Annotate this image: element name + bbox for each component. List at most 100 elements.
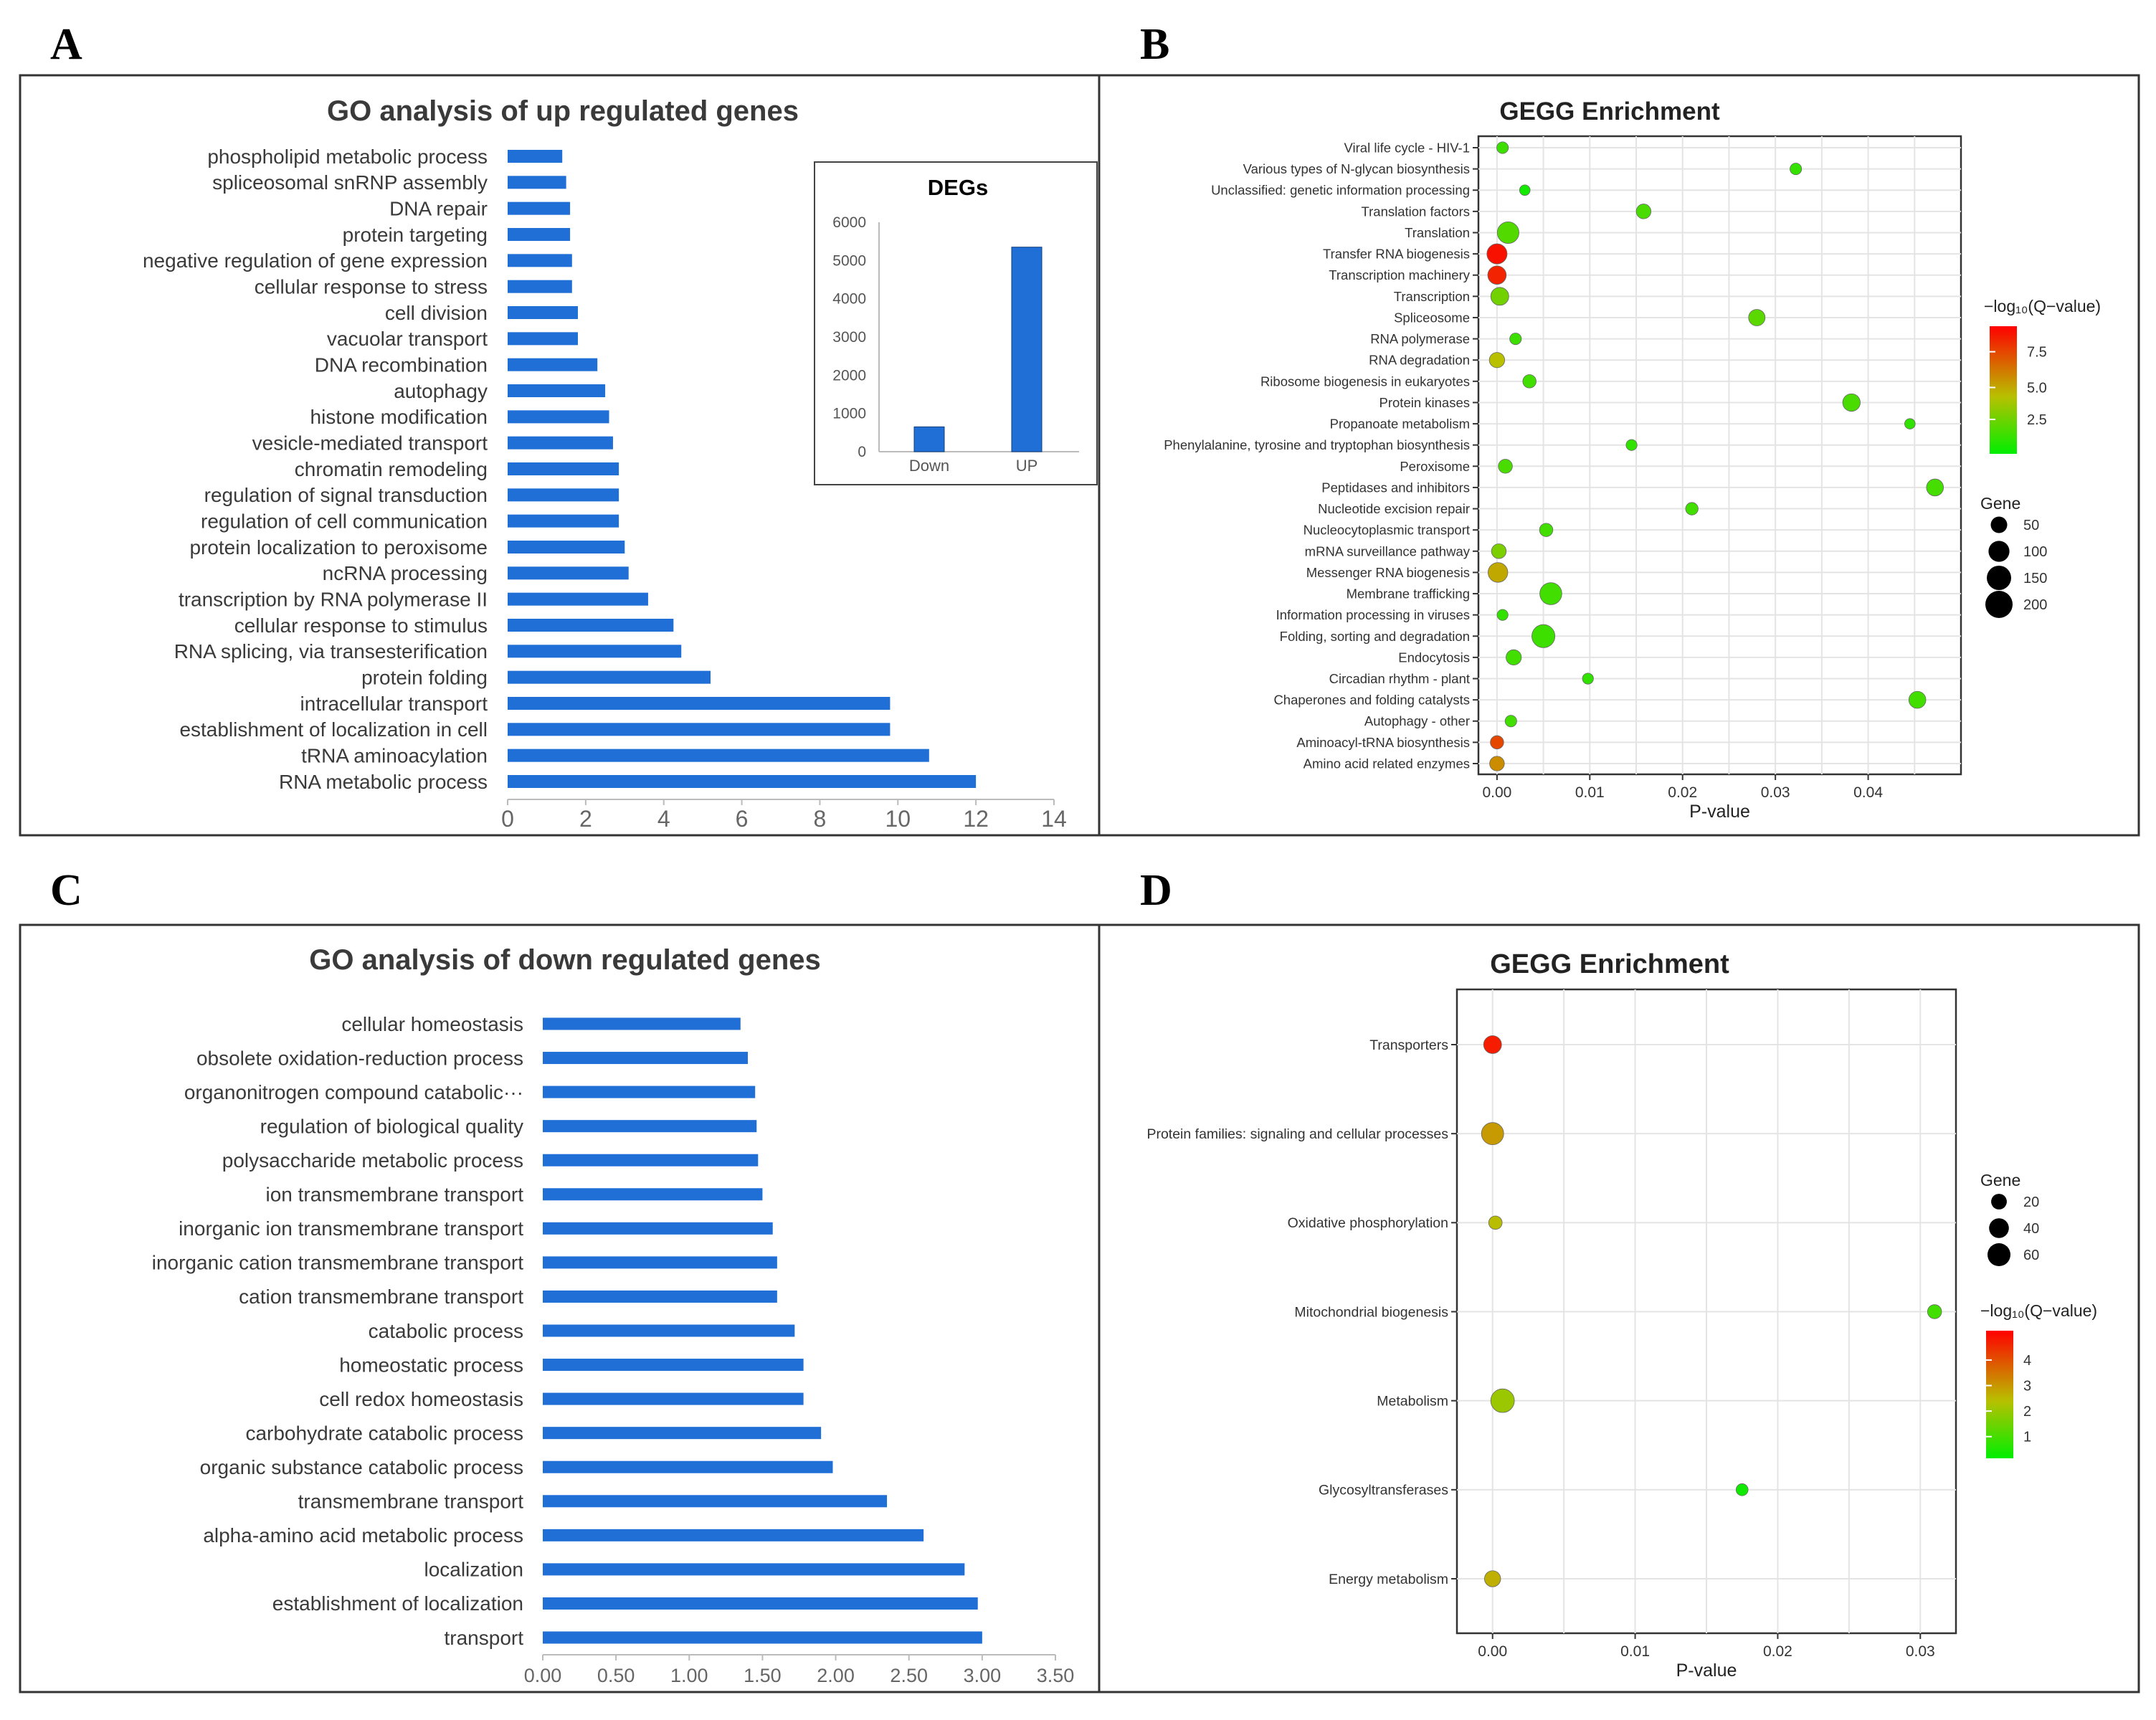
bar [508, 541, 625, 553]
panel-letter-d: D [1140, 866, 1172, 915]
category-label: intracellular transport [300, 693, 488, 715]
data-point [1506, 649, 1522, 666]
bar [508, 358, 598, 371]
x-axis-title: P-value [1689, 802, 1750, 822]
y-tick-label: 2000 [832, 367, 866, 384]
x-tick-label: 8 [814, 806, 827, 832]
bar [508, 176, 566, 189]
category-label: alpha-amino acid metabolic process [203, 1524, 523, 1546]
category-label: Protein kinases [1379, 395, 1470, 410]
panel-a-chart: GO analysis of up regulated genes phospho… [143, 95, 1067, 832]
x-tick-label: 0.00 [1478, 1643, 1507, 1660]
category-label: Spliceosome [1394, 310, 1470, 325]
bar [543, 1256, 777, 1269]
bar [508, 306, 578, 319]
data-point [1504, 715, 1517, 728]
category-label: ion transmembrane transport [265, 1184, 523, 1206]
category-label: Membrane trafficking [1347, 586, 1470, 602]
x-tick-label: 12 [963, 806, 989, 832]
x-tick-label: 10 [885, 806, 911, 832]
bar [508, 150, 563, 163]
y-tick-label: 6000 [832, 214, 866, 231]
category-label: Transporters [1369, 1037, 1448, 1053]
x-tick-label: 0 [501, 806, 514, 832]
x-tick-label: 4 [657, 806, 670, 832]
chart-title: GO analysis of up regulated genes [327, 95, 799, 127]
size-legend-dot [1988, 1243, 2010, 1266]
category-label: establishment of localization in cell [179, 718, 488, 741]
data-point [1490, 287, 1509, 306]
bar [508, 201, 571, 215]
size-legend-dot [1990, 516, 2008, 533]
data-point [1483, 1035, 1502, 1054]
bar [543, 1427, 822, 1440]
bar [543, 1529, 924, 1541]
x-tick-label: 0.00 [1482, 784, 1511, 801]
bar [508, 749, 929, 762]
category-label: Endocytosis [1398, 650, 1470, 665]
size-legend-label: 50 [2023, 518, 2039, 533]
data-point [1531, 624, 1556, 648]
x-tick-label: 0.02 [1763, 1643, 1792, 1660]
bar [543, 1460, 833, 1473]
x-tick-label: 0.04 [1853, 784, 1883, 801]
data-point [1488, 562, 1509, 583]
color-legend-bar [1990, 326, 2017, 454]
category-label: cellular response to stress [255, 275, 488, 298]
bar [543, 1120, 757, 1133]
size-legend-label: 60 [2023, 1248, 2039, 1263]
category-label: DNA repair [389, 197, 488, 219]
color-legend-label: 1 [2023, 1430, 2031, 1445]
bar [543, 1188, 763, 1201]
color-legend-bar [1986, 1331, 2013, 1458]
category-label: RNA splicing, via transesterification [174, 640, 488, 662]
bar [1011, 247, 1043, 452]
category-label: establishment of localization [272, 1592, 523, 1615]
color-legend-label: 2.5 [2027, 412, 2047, 428]
panel-letter-b: B [1140, 20, 1169, 69]
category-label: Translation factors [1362, 204, 1471, 219]
category-label: protein folding [361, 666, 488, 688]
category-label: cell redox homeostasis [319, 1388, 523, 1410]
bar [508, 592, 648, 606]
data-point [1539, 582, 1562, 605]
data-point [1481, 1122, 1504, 1146]
data-point [1582, 673, 1594, 685]
y-tick-label: 0 [858, 444, 866, 460]
category-label: DNA recombination [315, 353, 488, 376]
category-label: RNA polymerase [1370, 331, 1470, 346]
chart-title: GEGG Enrichment [1499, 98, 1720, 125]
category-label: protein targeting [343, 224, 488, 246]
data-point [1489, 756, 1505, 771]
data-point [1904, 418, 1916, 429]
data-point [1748, 309, 1766, 326]
category-label: vesicle-mediated transport [252, 432, 488, 454]
x-tick-label: UP [1016, 457, 1038, 475]
x-tick-label: 2.00 [817, 1665, 855, 1686]
category-label: cell division [385, 302, 488, 324]
size-legend-dot [1989, 1218, 2009, 1238]
category-label: regulation of biological quality [260, 1115, 523, 1137]
x-tick-label: 6 [736, 806, 749, 832]
data-point [1842, 393, 1861, 412]
category-label: autophagy [394, 380, 488, 402]
color-legend-label: 5.0 [2027, 380, 2047, 396]
panel-letter-a: A [50, 20, 82, 69]
x-tick-label: 0.02 [1668, 784, 1697, 801]
bar [913, 426, 945, 452]
category-label: Oxidative phosphorylation [1288, 1215, 1448, 1231]
color-legend-label: 4 [2023, 1353, 2031, 1369]
data-point [1522, 374, 1537, 389]
size-legend-dot [1985, 591, 2013, 618]
bar [508, 228, 571, 241]
category-label: Energy metabolism [1329, 1572, 1448, 1587]
bar [508, 645, 682, 658]
category-label: spliceosomal snRNP assembly [212, 171, 488, 194]
panel-d-frame [1098, 923, 2140, 1693]
category-label: Chaperones and folding catalysts [1273, 693, 1470, 708]
category-label: vacuolar transport [327, 328, 488, 350]
data-point [1488, 1215, 1503, 1230]
color-legend-label: 7.5 [2027, 345, 2047, 361]
data-point [1486, 243, 1508, 265]
bar [543, 1597, 978, 1610]
